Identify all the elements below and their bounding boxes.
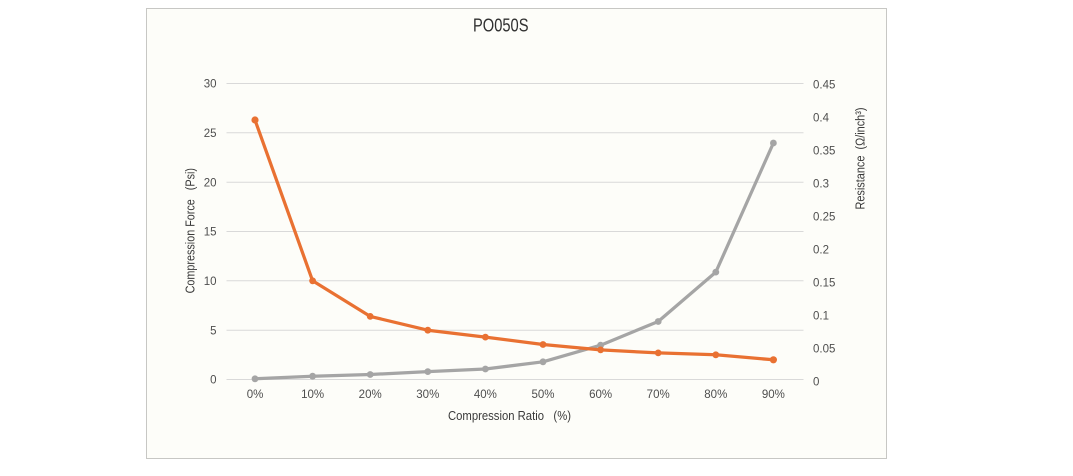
- svg-text:0.25: 0.25: [813, 212, 835, 224]
- svg-text:0.3: 0.3: [813, 179, 829, 191]
- svg-text:Compression Ratio (%): Compression Ratio (%): [448, 408, 571, 423]
- svg-text:50%: 50%: [531, 389, 554, 401]
- svg-text:40%: 40%: [474, 389, 497, 401]
- svg-text:70%: 70%: [647, 389, 670, 401]
- svg-text:0.15: 0.15: [813, 278, 835, 290]
- svg-text:0.1: 0.1: [813, 311, 829, 323]
- svg-text:25: 25: [204, 128, 217, 140]
- svg-text:80%: 80%: [704, 389, 727, 401]
- svg-text:15: 15: [204, 227, 217, 239]
- svg-text:0.05: 0.05: [813, 344, 835, 356]
- svg-text:10%: 10%: [301, 389, 324, 401]
- svg-text:Resistance (Ω/inch³): Resistance (Ω/inch³): [853, 108, 868, 210]
- svg-text:0.2: 0.2: [813, 245, 829, 257]
- svg-text:PO050S: PO050S: [473, 15, 529, 36]
- svg-text:90%: 90%: [762, 389, 785, 401]
- svg-text:0: 0: [813, 377, 819, 389]
- svg-text:0.35: 0.35: [813, 146, 835, 158]
- svg-text:10: 10: [204, 276, 217, 288]
- svg-text:0.4: 0.4: [813, 113, 830, 125]
- svg-text:20: 20: [204, 177, 217, 189]
- svg-text:5: 5: [210, 325, 216, 337]
- svg-text:0.45: 0.45: [813, 80, 835, 92]
- svg-text:30%: 30%: [416, 389, 439, 401]
- svg-text:Compression Force (Psi): Compression Force (Psi): [183, 168, 198, 293]
- svg-text:0: 0: [210, 375, 216, 387]
- svg-text:30: 30: [204, 79, 217, 91]
- svg-text:0%: 0%: [247, 389, 264, 401]
- svg-text:60%: 60%: [589, 389, 612, 401]
- svg-text:20%: 20%: [359, 389, 382, 401]
